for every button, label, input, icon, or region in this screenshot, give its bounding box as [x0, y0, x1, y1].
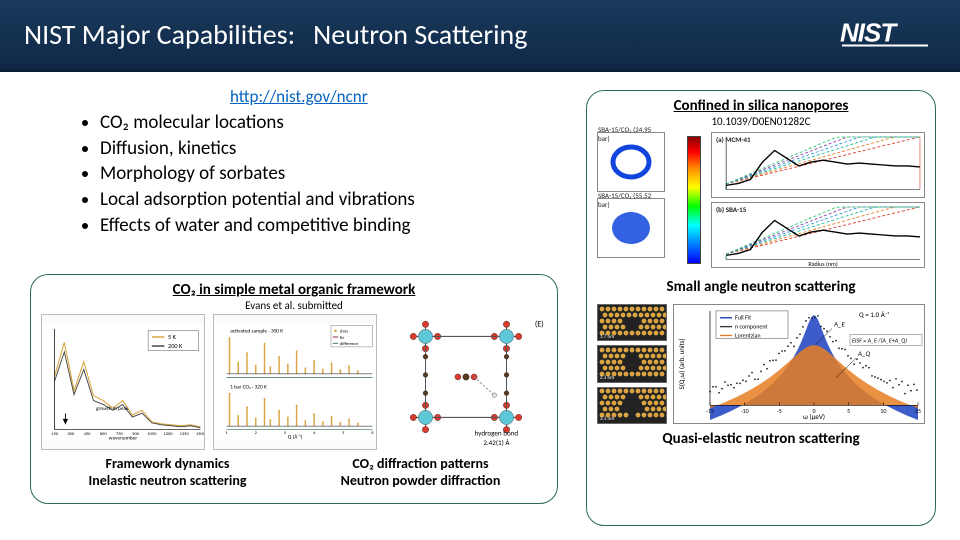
- legend-5k: 5 K: [168, 333, 177, 341]
- caption-framework: Framework dynamics Inelastic neutron sca…: [41, 456, 294, 490]
- rdf-mcm41: (a) MCM-41: [711, 132, 925, 198]
- svg-text:fit: fit: [340, 336, 344, 341]
- diffraction-chart: activated sample · 300 K data fit differ…: [213, 314, 377, 450]
- bullet-item: Diffusion, kinetics: [100, 136, 415, 162]
- svg-text:-10: -10: [741, 407, 749, 415]
- svg-text:A_Q: A_Q: [857, 349, 871, 358]
- nist-logo: NIST: [840, 17, 932, 52]
- svg-text:1200: 1200: [163, 432, 173, 437]
- xlabel: wavenumber: [109, 436, 138, 442]
- right-panel: Confined in silica nanopores 10.1039/D0E…: [586, 90, 936, 526]
- colorbar: [681, 132, 707, 272]
- svg-text:15: 15: [915, 407, 921, 415]
- ncnr-link[interactable]: http://nist.gov/ncnr: [230, 86, 368, 107]
- bullet-item: Morphology of sorbates: [100, 161, 415, 187]
- svg-text:5: 5: [847, 407, 850, 415]
- svg-text:Full Fit: Full Fit: [735, 314, 751, 322]
- density-map-low-p: SBA-15/CO₂ (24.95 bar): [597, 132, 665, 192]
- svg-text:data: data: [340, 330, 348, 335]
- density-map-high-p: SBA-15/CO₂ (55.52 bar): [597, 198, 665, 258]
- svg-text:difference: difference: [340, 342, 359, 347]
- title-main: NIST Major Capabilities:: [24, 17, 295, 52]
- panel-e-label: (E): [535, 319, 544, 329]
- caption-qens: Quasi-elastic neutron scattering: [597, 430, 925, 448]
- ins-spectrum-chart: 5 K 200 K growth in peak 150300450600750…: [41, 314, 205, 450]
- left-panel-title: CO₂ in simple metal organic framework: [41, 281, 547, 299]
- rdf-sba15: (b) SBA-15 Radius (nm): [711, 202, 925, 268]
- svg-text:-5: -5: [777, 407, 782, 415]
- svg-text:-15: -15: [706, 407, 714, 415]
- right-panel-title: Confined in silica nanopores: [597, 97, 925, 115]
- rdf-plots: (a) MCM-41 (b) SBA-15 Radius (nm): [711, 132, 925, 272]
- left-panel-cite: Evans et al. submitted: [41, 299, 547, 312]
- title-bar: NIST Major Capabilities: Neutron Scatter…: [0, 0, 960, 72]
- hbond-caption: hydrogen bond: [475, 429, 519, 438]
- svg-text:ω (μeV): ω (μeV): [803, 412, 825, 421]
- hex-pore-17: 1.7 nm: [597, 304, 667, 341]
- svg-text:150: 150: [51, 432, 59, 437]
- svg-text:Q = 1.0 Å⁻¹: Q = 1.0 Å⁻¹: [859, 310, 889, 319]
- svg-text:1050: 1050: [147, 432, 157, 437]
- title-sub: Neutron Scattering: [313, 17, 527, 52]
- svg-text:450: 450: [84, 432, 92, 437]
- svg-text:A_E: A_E: [833, 320, 846, 329]
- bullet-item: CO₂ molecular locations: [100, 110, 415, 136]
- legend-200k: 200 K: [168, 342, 183, 350]
- caption-sans: Small angle neutron scattering: [597, 278, 925, 296]
- svg-text:n component: n component: [735, 323, 767, 331]
- svg-text:600: 600: [100, 432, 108, 437]
- bullet-item: Effects of water and competitive binding: [100, 213, 415, 239]
- annotation-growth: growth in peak: [96, 406, 129, 412]
- svg-text:1500: 1500: [196, 432, 204, 437]
- qens-plot: Full Fit n component Lorentzian Q = 1.0 …: [673, 304, 925, 424]
- svg-text:Lorentzian: Lorentzian: [735, 332, 761, 340]
- xlabel: Q (Å⁻¹): [288, 433, 303, 441]
- svg-text:S(Q,ω) (arb. units): S(Q,ω) (arb. units): [677, 339, 686, 390]
- svg-text:300: 300: [67, 432, 75, 437]
- svg-text:EISF = A_E /(A_E+A_Q): EISF = A_E /(A_E+A_Q): [852, 336, 907, 344]
- capability-bullets: CO₂ molecular locations Diffusion, kinet…: [100, 110, 415, 238]
- hbond-len: 2.42(1) Å: [483, 438, 510, 447]
- bot-label: 1 bar CO₂ · 320 K: [230, 384, 267, 390]
- hex-pore-stack: 1.7 nm 2.3 nm 3.1 nm: [597, 304, 667, 424]
- svg-text:1.7 nm: 1.7 nm: [600, 334, 614, 340]
- svg-text:3.1 nm: 3.1 nm: [600, 416, 614, 422]
- top-label: activated sample · 300 K: [230, 329, 283, 335]
- left-panel: CO₂ in simple metal organic framework Ev…: [30, 274, 558, 504]
- hex-pore-31: 3.1 nm: [597, 387, 667, 424]
- svg-text:NIST: NIST: [840, 17, 898, 47]
- svg-text:10: 10: [880, 407, 886, 415]
- svg-text:2.3 nm: 2.3 nm: [600, 375, 614, 381]
- bullet-item: Local adsorption potential and vibration…: [100, 187, 415, 213]
- caption-diffraction: CO₂ diffraction patterns Neutron powder …: [294, 456, 547, 490]
- hex-pore-23: 2.3 nm: [597, 345, 667, 382]
- svg-text:1350: 1350: [180, 432, 190, 437]
- molecule-diagram: (E) hydrogen bond 2.42(1) Å: [385, 314, 547, 450]
- density-maps: SBA-15/CO₂ (24.95 bar) SBA-15/CO₂ (55.52…: [597, 132, 677, 272]
- svg-text:Radius (nm): Radius (nm): [808, 260, 838, 267]
